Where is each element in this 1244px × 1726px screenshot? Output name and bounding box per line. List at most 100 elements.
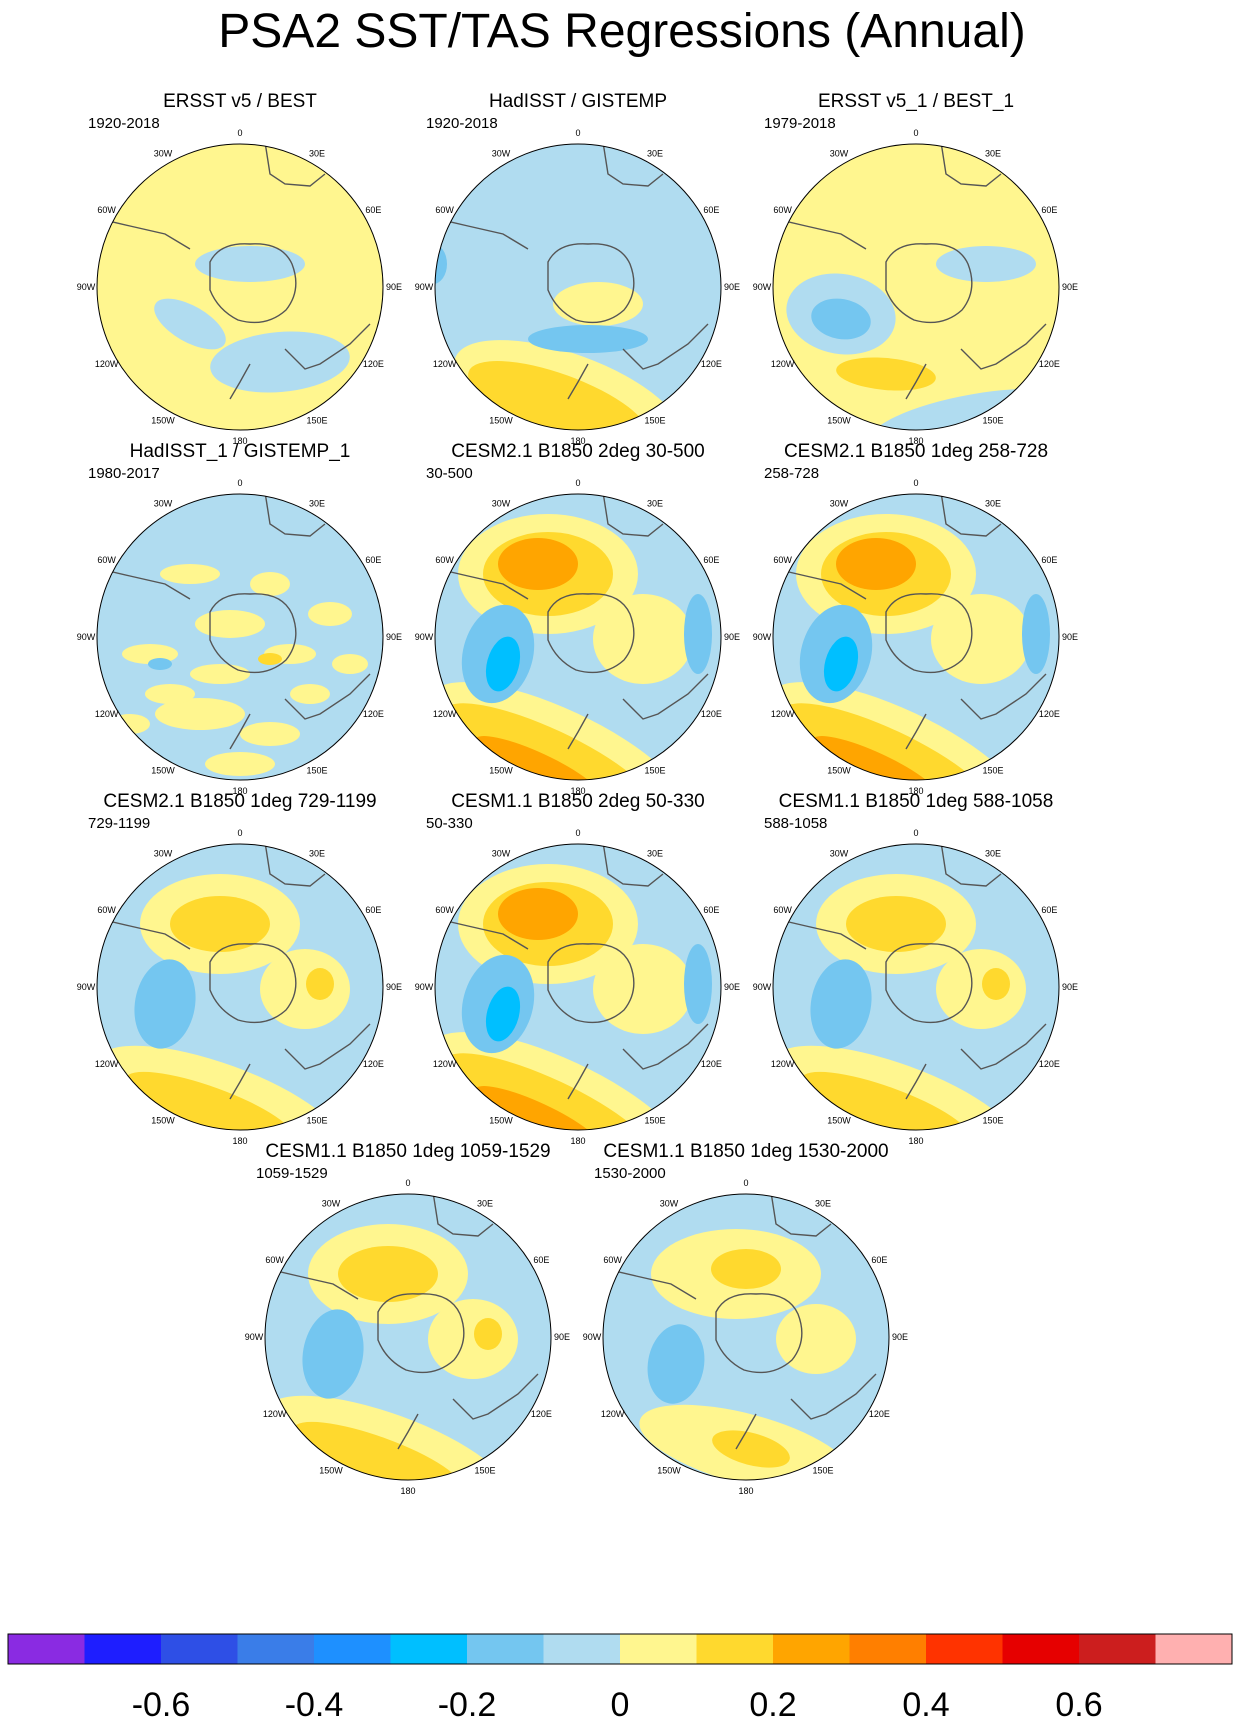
anomaly-field [773, 844, 1059, 1130]
map-border [264, 1193, 552, 1481]
longitude-label: 60E [871, 1255, 887, 1265]
antarctica-outline [715, 1293, 803, 1374]
longitude-label: 90E [386, 282, 402, 292]
longitude-label: 120E [1039, 709, 1060, 719]
longitude-label: 120E [1039, 1059, 1060, 1069]
map-border [96, 493, 384, 781]
australia-outline [284, 1023, 371, 1070]
coastline [773, 844, 1047, 1100]
longitude-label: 120W [95, 1059, 119, 1069]
longitude-label: 30E [985, 499, 1001, 509]
longitude-label: 30E [309, 849, 325, 859]
africa-outline [770, 1194, 832, 1237]
colorbar-swatch [390, 1634, 467, 1664]
colorbar-swatch [773, 1634, 850, 1664]
longitude-label: 30W [492, 149, 511, 159]
south-america-outline [435, 908, 529, 950]
polar-map: 0 30E 60E 90E 120E 150E 180 150W 120W 90W 60W 30W 19… [77, 115, 402, 446]
period-label: 258-728 [764, 465, 819, 482]
panel-title: CESM1.1 B1850 1deg 588-1058 [778, 791, 1054, 812]
longitude-label: 60W [773, 905, 792, 915]
longitude-label: 120W [433, 359, 457, 369]
longitude-label: 120W [771, 359, 795, 369]
longitude-label: 60E [1041, 205, 1057, 215]
australia-outline [284, 323, 371, 370]
longitude-label: 150W [827, 765, 851, 775]
new-zealand-outline [905, 713, 927, 750]
anomaly-field [435, 844, 721, 1130]
longitude-label: 180 [908, 1136, 923, 1146]
longitude-label: 150E [982, 415, 1003, 425]
anomaly-field [265, 1194, 551, 1480]
period-label: 1920-2018 [426, 115, 498, 132]
coastline [435, 144, 709, 400]
colorbar: -0.6 -0.4 -0.2 0 0.2 0.4 0.6 [7, 1633, 1233, 1724]
colorbar-tick-label: 0.4 [902, 1686, 949, 1724]
australia-outline [960, 1023, 1047, 1070]
map-panel: CESM1.1 B1850 1deg 588-1058 0 30E 60E 90E 120… [746, 790, 1086, 1170]
panel-title: CESM1.1 B1850 2deg 50-330 [451, 791, 705, 812]
longitude-label: 180 [908, 786, 923, 796]
polar-map: 0 30E 60E 90E 120E 150E 180 150W 120W 90W 60W 30W 50… [415, 815, 740, 1146]
polar-map: 0 30E 60E 90E 120E 150E 180 150W 120W 90W 60W 30W 58… [753, 815, 1078, 1146]
longitude-label: 120E [701, 359, 722, 369]
longitude-label: 30E [309, 499, 325, 509]
longitude-label: 120E [531, 1409, 552, 1419]
map-panel: CESM2.1 B1850 2deg 30-500 0 30E 60E 90E 120E 1… [408, 440, 748, 820]
coastline [97, 844, 371, 1100]
map-panel: CESM2.1 B1850 1deg 258-728 0 30E 60E 90E 120E… [746, 440, 1086, 820]
longitude-label: 90E [1062, 282, 1078, 292]
colorbar-swatch [467, 1634, 544, 1664]
longitude-label: 60E [365, 205, 381, 215]
map-panel: CESM1.1 B1850 1deg 1530-2000 0 30E 60E 90E 12… [576, 1140, 916, 1520]
panel-title: CESM2.1 B1850 1deg 258-728 [783, 441, 1049, 462]
longitude-label: 30E [985, 849, 1001, 859]
longitude-label: 150W [151, 1115, 175, 1125]
longitude-label: 180 [738, 1486, 753, 1496]
anomaly-field [97, 844, 383, 1130]
africa-outline [264, 494, 326, 537]
polar-map: 0 30E 60E 90E 120E 150E 180 150W 120W 90W 60W 30W 19… [77, 465, 402, 796]
longitude-label: 120W [771, 1059, 795, 1069]
map-border [772, 843, 1060, 1131]
longitude-label: 90W [753, 982, 772, 992]
longitude-label: 60E [533, 1255, 549, 1265]
period-label: 729-1199 [88, 815, 150, 832]
longitude-label: 90E [892, 1332, 908, 1342]
period-label: 50-330 [426, 815, 473, 832]
new-zealand-outline [567, 363, 589, 400]
map-panel: CESM1.1 B1850 2deg 50-330 0 30E 60E 90E 120E 1… [408, 790, 748, 1170]
map-panel: ERSST v5_1 / BEST_1 0 30E 60E 90E 120E 150E 180… [746, 90, 1086, 470]
longitude-label: 90W [415, 282, 434, 292]
longitude-label: 120W [263, 1409, 287, 1419]
map-panel: CESM1.1 B1850 1deg 1059-1529 0 30E 60E 90E 12… [238, 1140, 578, 1520]
map-border [96, 843, 384, 1131]
australia-outline [622, 673, 709, 720]
map-border [772, 493, 1060, 781]
colorbar-swatch [1155, 1634, 1232, 1664]
polar-map: 0 30E 60E 90E 120E 150E 180 150W 120W 90W 60W 30W 15… [583, 1165, 908, 1496]
longitude-label: 180 [570, 436, 585, 446]
panel-title: ERSST v5_1 / BEST_1 [817, 91, 1015, 112]
coastline [435, 494, 709, 750]
period-label: 588-1058 [764, 815, 827, 832]
longitude-label: 60W [97, 205, 116, 215]
longitude-label: 180 [400, 1486, 415, 1496]
longitude-label: 120W [771, 709, 795, 719]
longitude-label: 180 [232, 786, 247, 796]
new-zealand-outline [567, 1063, 589, 1100]
south-america-outline [773, 208, 867, 250]
longitude-label: 60E [365, 905, 381, 915]
longitude-label: 0 [913, 828, 918, 838]
period-label: 1920-2018 [88, 115, 160, 132]
coastline [435, 844, 709, 1100]
africa-outline [602, 844, 664, 887]
map-border [602, 1193, 890, 1481]
coastline [603, 1194, 877, 1450]
longitude-label: 90E [386, 982, 402, 992]
coastline [265, 1194, 539, 1450]
longitude-label: 150E [982, 1115, 1003, 1125]
africa-outline [602, 144, 664, 187]
longitude-label: 150E [644, 1115, 665, 1125]
colorbar-tick-label: 0.2 [749, 1686, 796, 1724]
